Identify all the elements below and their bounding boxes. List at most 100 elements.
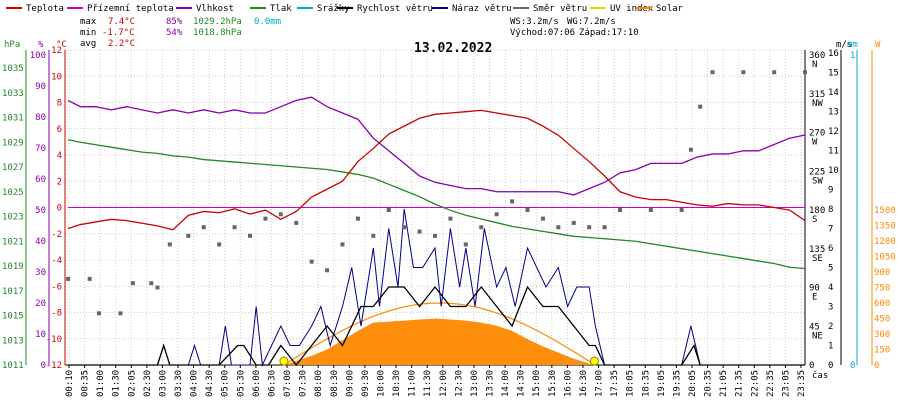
axis-temp-tick: -4 (51, 256, 62, 266)
axis-dir-label: SW (812, 176, 823, 186)
wind-direction-point (278, 212, 283, 217)
axis-dir-tick: 315 (809, 90, 825, 100)
wind-direction-point (371, 233, 376, 238)
wind-direction-point (479, 225, 484, 230)
axis-pct-tick: 10 (35, 330, 46, 340)
stat-max-temp: 7.4°C (108, 17, 135, 27)
wind-direction-point (155, 285, 160, 290)
axis-x-tick: 08:00 (314, 370, 324, 397)
axis-ms-tick: 2 (828, 322, 833, 332)
stat-max-label: max (80, 17, 97, 27)
axis-pct-unit: % (38, 40, 44, 50)
series-wind-gust (68, 208, 805, 367)
axis-temp-tick: 12 (51, 46, 62, 56)
axis-mm-unit: mm (847, 40, 858, 50)
axis-hpa-tick: 1017 (2, 287, 24, 297)
axis-hpa-tick: 1031 (2, 114, 24, 124)
wind-direction-point (463, 242, 468, 247)
axis-x-tick: 16:00 (563, 370, 573, 397)
axis-hpa-tick: 1029 (2, 138, 24, 148)
axis-temp-tick: 4 (57, 151, 62, 161)
axis-x-tick: 20:05 (688, 370, 698, 397)
axis-ms-tick: 12 (828, 127, 839, 137)
axis-hpa-tick: 1033 (2, 89, 24, 99)
axis-x-tick: 01:00 (96, 370, 106, 397)
axis-dir-tick: 360 (809, 51, 825, 61)
stat-min-label: min (80, 28, 96, 38)
wind-direction-point (803, 70, 807, 75)
stat-avg-label: avg (80, 39, 96, 49)
wind-direction-point (325, 268, 330, 273)
axis-x-tick: 07:00 (283, 370, 293, 397)
axis-ms-tick: 9 (828, 186, 833, 196)
axis-x-tick: 11:00 (408, 370, 418, 397)
wind-direction-point (66, 276, 71, 281)
axis-temp-tick: -10 (46, 335, 62, 345)
axis-x-tick: 04:30 (205, 370, 215, 397)
axis-w-unit: W (875, 40, 881, 50)
axis-x-tick: 09:30 (361, 370, 371, 397)
legend-entry: Vlhkost (196, 4, 234, 14)
axis-hpa-unit: hPa (4, 40, 20, 50)
axis-x-tick: 18:05 (626, 370, 636, 397)
axis-mm-tick: 1 (850, 51, 855, 61)
axis-x-tick: 17:00 (595, 370, 605, 397)
legend-entry: Rychlost větru (357, 4, 433, 14)
axis-w-tick: 1200 (874, 237, 896, 247)
axis-ms-tick: 3 (828, 303, 833, 313)
axis-pct-tick: 30 (35, 268, 46, 278)
wind-direction-point (87, 276, 92, 281)
series-temperature (67, 109, 806, 231)
axis-temp-tick: -2 (51, 230, 62, 240)
wind-direction-point (556, 225, 561, 230)
axis-temp-tick: 10 (51, 72, 62, 82)
axis-dir-tick: 45 (809, 322, 820, 332)
wind-direction-point (294, 220, 299, 225)
stat-min-hum: 54% (166, 28, 183, 38)
axis-dir-label: SE (812, 254, 823, 264)
axis-x-tick: 04:00 (190, 370, 200, 397)
series-solar-curve (283, 302, 596, 366)
axis-hpa-tick: 1027 (2, 163, 24, 173)
axis-x-tick: 06:00 (252, 370, 262, 397)
axis-w-tick: 450 (874, 315, 890, 325)
axis-x-tick: 19:05 (657, 370, 667, 397)
axis-temp-tick: -12 (46, 361, 62, 371)
sunrise-marker (279, 356, 289, 366)
wind-direction-point (130, 281, 135, 286)
wind-direction-point (741, 70, 746, 75)
axis-x-tick: 03:30 (174, 370, 184, 397)
axis-ms-tick: 15 (828, 69, 839, 79)
wind-direction-point (448, 216, 453, 221)
axis-x-tick: 02:30 (143, 370, 153, 397)
axis-pct-tick: 100 (30, 51, 46, 61)
axis-ms-tick: 5 (828, 264, 833, 274)
wind-direction-point (217, 242, 222, 247)
stat-max-hum: 85% (166, 17, 183, 27)
series-pressure (67, 139, 806, 270)
axis-x-tick: 23:35 (797, 370, 807, 397)
axis-x-tick: 03:00 (158, 370, 168, 397)
stat-wg: WG:7.2m/s (567, 17, 616, 27)
axis-ms-tick: 8 (828, 205, 833, 215)
wind-direction-point (494, 212, 499, 217)
axis-w-tick: 1050 (874, 253, 896, 263)
axis-x-tick: 22:35 (766, 370, 776, 397)
axis-dir-tick: 135 (809, 245, 825, 255)
axis-temp-tick: -8 (51, 309, 62, 319)
wind-direction-point (587, 225, 592, 230)
legend-entry: Náraz větru (452, 4, 512, 14)
axis-x-tick: 21:05 (719, 370, 729, 397)
axis-x-tick: 11:30 (423, 370, 433, 397)
wind-direction-point (618, 208, 622, 212)
axis-w-tick: 0 (874, 361, 879, 371)
axis-dir-tick: 0 (809, 361, 814, 371)
axis-x-tick: 14:00 (501, 370, 511, 397)
axis-x-tick: 10:00 (376, 370, 386, 397)
axis-ms-tick: 4 (828, 283, 833, 293)
axis-hpa-tick: 1035 (2, 64, 24, 74)
axis-w-tick: 1350 (874, 222, 896, 232)
axis-temp-tick: 0 (57, 204, 62, 214)
axis-pct-tick: 40 (35, 237, 46, 247)
